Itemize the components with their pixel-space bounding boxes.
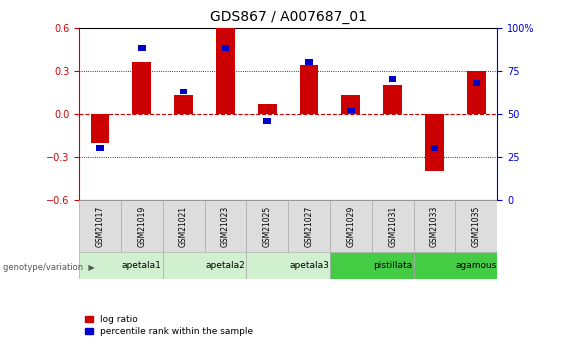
Text: agamous: agamous <box>455 261 497 270</box>
Text: GSM21017: GSM21017 <box>95 205 105 247</box>
Bar <box>96 146 104 151</box>
FancyBboxPatch shape <box>205 200 246 252</box>
FancyBboxPatch shape <box>330 252 414 279</box>
Bar <box>90 114 110 142</box>
Bar <box>299 65 319 114</box>
Text: GSM21019: GSM21019 <box>137 205 146 247</box>
Text: GSM21023: GSM21023 <box>221 205 230 247</box>
Bar <box>347 108 355 113</box>
Bar <box>132 62 151 114</box>
Text: GSM21035: GSM21035 <box>472 205 481 247</box>
Legend: log ratio, percentile rank within the sample: log ratio, percentile rank within the sa… <box>84 315 254 337</box>
Text: GSM21031: GSM21031 <box>388 205 397 247</box>
FancyBboxPatch shape <box>330 200 372 252</box>
Bar <box>216 28 235 114</box>
FancyBboxPatch shape <box>372 200 414 252</box>
Text: genotype/variation  ▶: genotype/variation ▶ <box>3 263 95 272</box>
FancyBboxPatch shape <box>246 252 330 279</box>
Bar <box>221 46 229 51</box>
Bar <box>383 85 402 114</box>
FancyBboxPatch shape <box>288 200 330 252</box>
FancyBboxPatch shape <box>163 252 246 279</box>
Bar <box>305 59 313 65</box>
Text: GSM21033: GSM21033 <box>430 205 439 247</box>
Bar <box>431 146 438 151</box>
Bar <box>263 118 271 124</box>
Text: apetala3: apetala3 <box>289 261 329 270</box>
FancyBboxPatch shape <box>79 252 163 279</box>
Bar <box>425 114 444 171</box>
FancyBboxPatch shape <box>79 200 121 252</box>
Text: pistillata: pistillata <box>373 261 412 270</box>
FancyBboxPatch shape <box>455 200 497 252</box>
Bar <box>180 89 188 94</box>
Text: GSM21029: GSM21029 <box>346 205 355 247</box>
Text: apetala2: apetala2 <box>206 261 245 270</box>
Text: GSM21027: GSM21027 <box>305 205 314 247</box>
Bar <box>472 80 480 86</box>
FancyBboxPatch shape <box>121 200 163 252</box>
Title: GDS867 / A007687_01: GDS867 / A007687_01 <box>210 10 367 24</box>
Text: GSM21025: GSM21025 <box>263 205 272 247</box>
FancyBboxPatch shape <box>246 200 288 252</box>
Bar <box>389 77 397 82</box>
FancyBboxPatch shape <box>414 200 455 252</box>
Bar <box>258 104 277 114</box>
FancyBboxPatch shape <box>163 200 205 252</box>
Text: apetala1: apetala1 <box>122 261 162 270</box>
Bar <box>174 95 193 114</box>
Text: GSM21021: GSM21021 <box>179 205 188 247</box>
FancyBboxPatch shape <box>414 252 497 279</box>
Bar <box>467 71 486 114</box>
Bar <box>341 95 360 114</box>
Bar <box>138 46 146 51</box>
